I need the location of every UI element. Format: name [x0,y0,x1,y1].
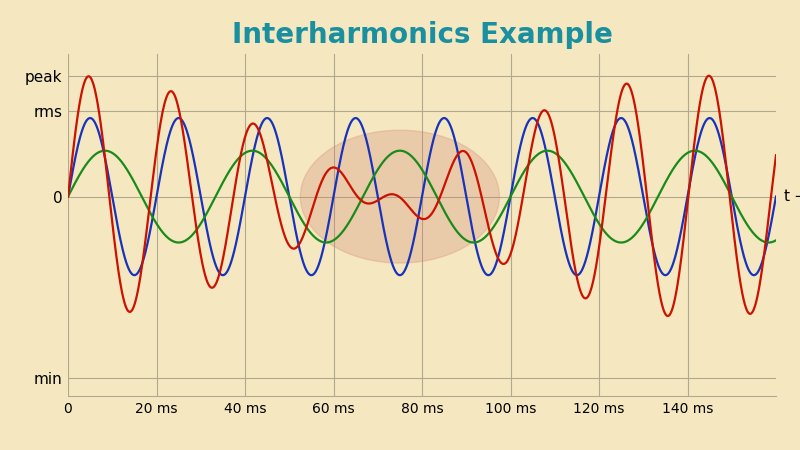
Title: Interharmonics Example: Interharmonics Example [231,21,613,49]
Ellipse shape [300,130,499,263]
Text: t →: t → [784,189,800,204]
